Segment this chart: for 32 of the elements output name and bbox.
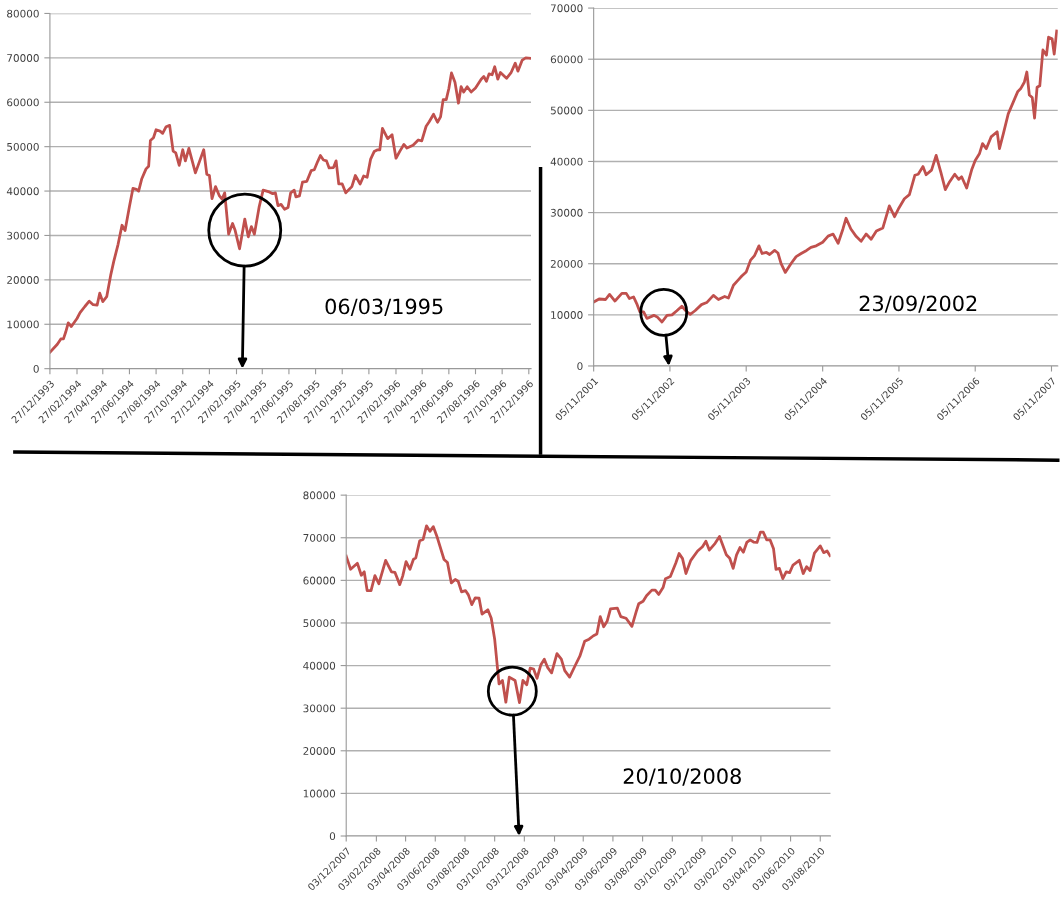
y-tick-label: 60000 (7, 98, 39, 107)
line-series (593, 29, 1058, 324)
y-tick-label: 20000 (550, 259, 583, 268)
line-series (346, 524, 831, 705)
y-tick-label: 30000 (550, 208, 583, 217)
y-tick-label: 60000 (550, 55, 583, 64)
y-tick-label: 50000 (550, 106, 583, 115)
y-tick-label: 70000 (303, 533, 336, 542)
y-tick-label: 20000 (7, 276, 39, 284)
y-tick-label: 10000 (303, 789, 336, 798)
y-tick-label: 40000 (303, 661, 336, 670)
y-tick-label: 80000 (7, 9, 39, 18)
y-tick-label: 0 (33, 364, 39, 373)
y-tick-label: 70000 (550, 4, 583, 13)
y-tick-label: 30000 (303, 704, 336, 713)
y-tick-label: 10000 (551, 311, 583, 319)
annotation: 06/03/1995 (325, 298, 443, 316)
line-series (49, 56, 531, 354)
y-tick-label: 40000 (550, 157, 583, 166)
annotation: 20/10/2008 (623, 768, 741, 786)
y-tick-label: 30000 (7, 231, 39, 240)
y-tick-label: 80000 (303, 491, 336, 500)
y-tick-label: 50000 (7, 142, 39, 151)
y-tick-label: 70000 (7, 54, 39, 62)
y-tick-label: 0 (577, 362, 583, 371)
y-tick-label: 40000 (6, 187, 39, 196)
y-tick-label: 50000 (303, 619, 336, 628)
y-tick-label: 0 (329, 832, 336, 841)
y-tick-label: 60000 (303, 576, 336, 585)
y-tick-label: 20000 (303, 747, 336, 755)
y-tick-label: 10000 (7, 320, 39, 329)
annotation: 23/09/2002 (859, 295, 977, 313)
